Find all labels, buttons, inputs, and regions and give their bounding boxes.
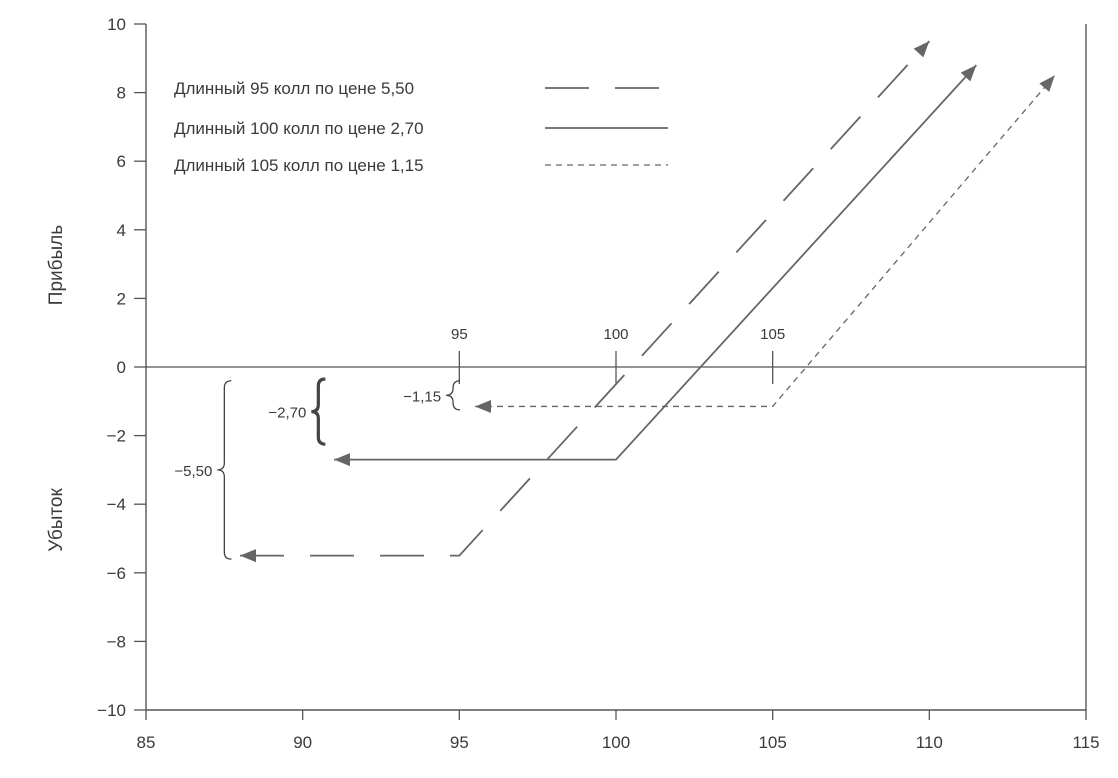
y-axis-label-loss: Убыток <box>46 488 67 552</box>
legend: Длинный 95 колл по цене 5,50 Длинный 100 … <box>174 79 668 175</box>
series-line-2 <box>334 64 977 461</box>
strike-label: 95 <box>451 326 468 343</box>
y-tick-label: 8 <box>117 84 126 103</box>
arrow-head <box>1039 75 1055 92</box>
x-tick-label: 90 <box>293 733 312 752</box>
brace <box>446 380 461 411</box>
y-tick-label: 0 <box>117 358 126 377</box>
brace <box>311 377 326 446</box>
brace-label: −1,15 <box>403 388 441 405</box>
strike-label: 100 <box>603 326 628 343</box>
series-line-3 <box>475 75 1056 408</box>
x-tick-label: 105 <box>758 733 786 752</box>
y-tick-label: 4 <box>117 221 126 240</box>
y-tick-label: 6 <box>117 152 126 171</box>
arrow-head <box>960 65 977 82</box>
y-axis-label-profit: Прибыль <box>46 225 67 305</box>
x-tick-label: 95 <box>450 733 469 752</box>
arrow-head <box>475 399 491 413</box>
series-lines <box>240 40 1056 563</box>
legend-label-3: Длинный 105 колл по цене 1,15 <box>174 156 424 175</box>
axes: 10 8 6 4 2 0 −2 −4 −6 −8 −10 85 90 95 100 105 110 115 95 10… <box>97 15 1099 752</box>
series-line-1 <box>240 40 930 557</box>
y-tick-label: −4 <box>107 495 126 514</box>
y-tick-label: −6 <box>107 564 126 583</box>
brace-label: −5,50 <box>174 463 212 480</box>
y-tick-label: 2 <box>117 289 126 308</box>
brace <box>217 380 232 560</box>
legend-label-1: Длинный 95 колл по цене 5,50 <box>174 79 414 98</box>
strike-label: 105 <box>760 326 785 343</box>
arrow-head <box>334 453 350 467</box>
y-tick-label: 10 <box>107 15 126 34</box>
arrow-head <box>913 41 930 58</box>
brace-label: −2,70 <box>268 405 306 422</box>
x-tick-label: 100 <box>602 733 630 752</box>
y-tick-label: −2 <box>107 427 126 446</box>
y-tick-label: −10 <box>97 701 126 720</box>
legend-label-2: Длинный 100 колл по цене 2,70 <box>174 119 424 138</box>
y-tick-label: −8 <box>107 632 126 651</box>
x-tick-label: 85 <box>137 733 156 752</box>
x-tick-label: 110 <box>916 733 943 752</box>
x-tick-label: 115 <box>1072 733 1099 752</box>
arrow-head <box>240 549 256 563</box>
annotations: −5,50 −2,70 −1,15 <box>174 377 461 560</box>
